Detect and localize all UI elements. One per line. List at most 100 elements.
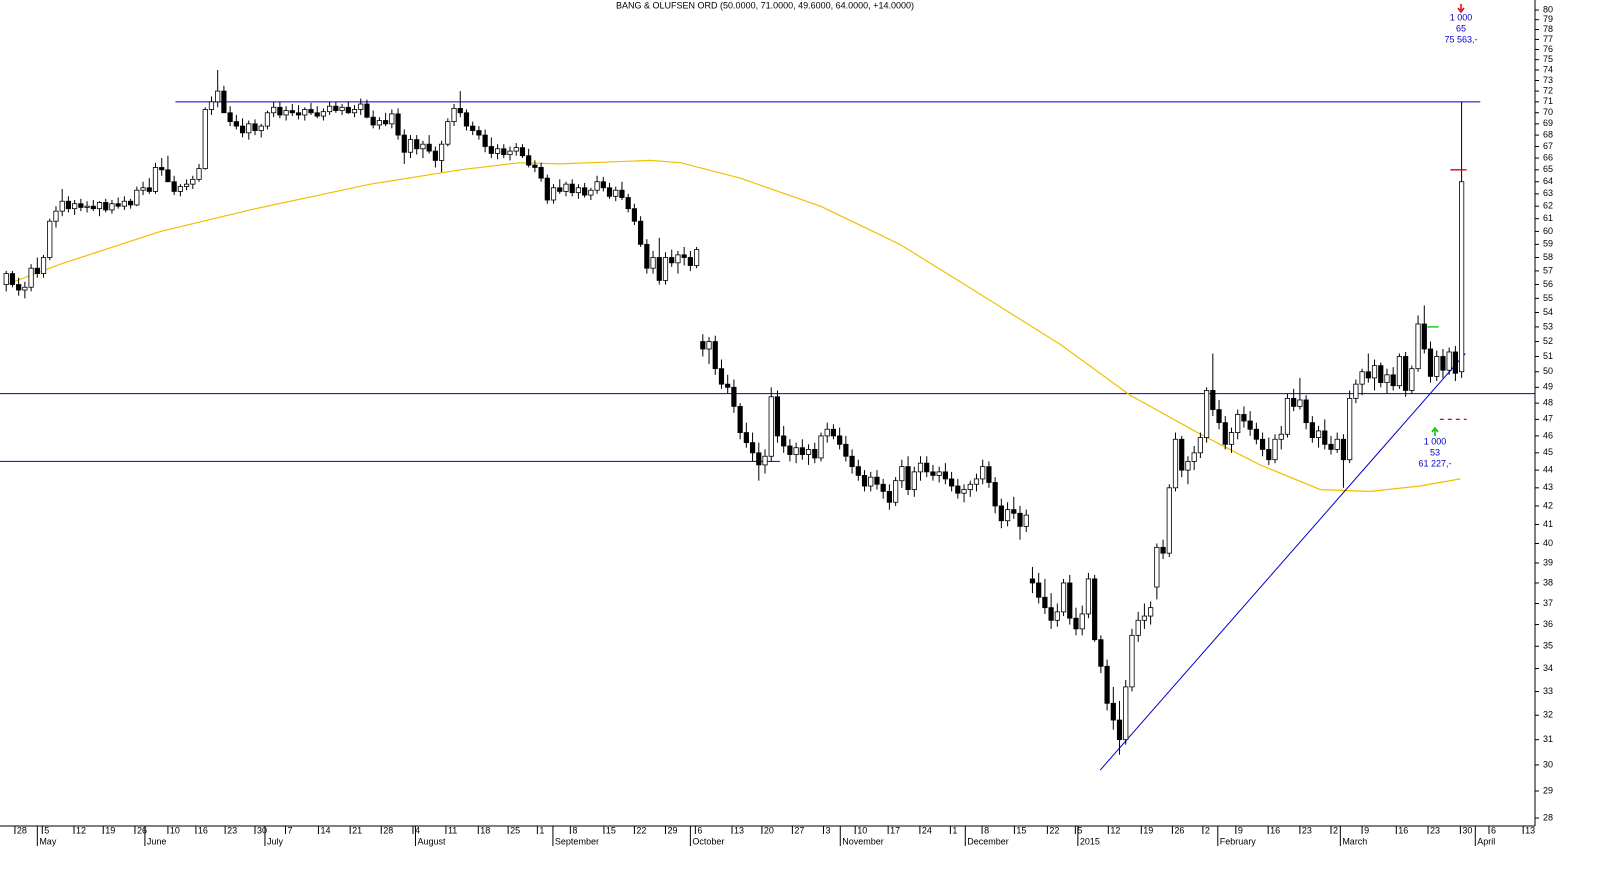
candle-body (327, 105, 333, 113)
candle-body (407, 139, 414, 153)
candle-body (128, 200, 134, 206)
candle-body (961, 489, 967, 494)
y-tick-label: 38 (1543, 577, 1553, 587)
candle-body (582, 187, 588, 196)
candle-body (781, 435, 787, 447)
y-tick-label: 55 (1543, 293, 1553, 303)
x-tick-label: 23 (1430, 825, 1440, 835)
y-tick-label: 29 (1543, 785, 1553, 795)
y-tick-label: 80 (1543, 4, 1553, 14)
candle-body (544, 177, 550, 201)
candle-body (793, 447, 799, 455)
candle-body (861, 474, 868, 487)
x-tick-label: 11 (448, 825, 457, 835)
candle-body (1154, 546, 1160, 588)
candle-body (1172, 438, 1179, 489)
y-tick-label: 36 (1543, 619, 1553, 629)
candle-body (16, 284, 22, 291)
x-tick-label: 6 (697, 825, 702, 835)
candle-body (718, 368, 725, 385)
candle-body (650, 257, 656, 269)
candle-body (1042, 596, 1048, 609)
candle-body (115, 203, 121, 207)
candle-body (687, 257, 693, 266)
y-tick-label: 57 (1543, 265, 1553, 275)
candle-body (588, 189, 594, 196)
candle-body (625, 197, 631, 210)
y-tick-label: 41 (1543, 519, 1553, 529)
x-tick-label: 9 (1238, 825, 1243, 835)
candle-body (1067, 582, 1073, 619)
annotation-text: 65 (1456, 23, 1466, 33)
candle-body (177, 186, 183, 192)
candle-body (1123, 686, 1129, 741)
y-tick-label: 39 (1543, 557, 1553, 567)
y-tick-label: 30 (1543, 759, 1553, 769)
annotation-text: 1 000 (1450, 12, 1473, 22)
x-tick-label: 27 (794, 825, 804, 835)
candle-body (457, 107, 463, 114)
candle-body (383, 120, 389, 125)
y-tick-label: 28 (1543, 812, 1553, 822)
x-tick-label: 19 (105, 825, 115, 835)
x-tick-label: 16 (198, 825, 208, 835)
x-tick-label: 23 (227, 825, 237, 835)
candle-body (1278, 433, 1284, 440)
y-tick-label: 71 (1543, 96, 1553, 106)
candle-body (1347, 397, 1353, 461)
candle-body (706, 341, 712, 350)
candle-body (3, 273, 9, 285)
candle-body (140, 187, 146, 191)
candle-body (1073, 617, 1079, 630)
candle-body (196, 168, 202, 180)
x-tick-label: 1 (539, 825, 544, 835)
candle-body (1452, 351, 1458, 374)
candle-body (1129, 634, 1135, 688)
candle-body (507, 150, 513, 155)
candle-body (1085, 578, 1092, 615)
x-tick-label: 17 (890, 825, 900, 835)
candle-body (1427, 348, 1434, 377)
candle-body (837, 435, 843, 445)
x-tick-label: 26 (1174, 825, 1184, 835)
candle-body (463, 112, 470, 127)
x-tick-label: 26 (137, 825, 147, 835)
candle-body (924, 462, 930, 473)
candle-body (1328, 443, 1334, 450)
candle-body (594, 181, 600, 191)
candle-body (1390, 374, 1396, 387)
candle-body (470, 125, 476, 131)
candle-body (768, 396, 774, 457)
candle-body (414, 139, 420, 150)
candle-body (445, 121, 451, 145)
x-tick-label: 23 (1302, 825, 1312, 835)
x-tick-label: 20 (764, 825, 774, 835)
candle-body (84, 205, 90, 208)
candle-body (1272, 438, 1278, 461)
candle-body (1054, 611, 1060, 621)
candle-body (1210, 390, 1216, 410)
candle-body (756, 452, 762, 466)
candle-body (513, 147, 519, 152)
candle-body (358, 103, 364, 110)
candle-body (1259, 438, 1266, 450)
candle-body (1228, 432, 1235, 445)
y-tick-label: 43 (1543, 482, 1553, 492)
x-tick-label: 29 (667, 825, 677, 835)
candle-body (936, 471, 942, 476)
candle-body (438, 143, 445, 161)
candle-body (942, 471, 948, 480)
candle-body (1191, 452, 1197, 462)
candle-body (1421, 323, 1427, 350)
candle-body (1297, 399, 1303, 407)
candle-body (998, 505, 1004, 522)
y-tick-label: 31 (1543, 734, 1553, 744)
y-tick-label: 45 (1543, 447, 1553, 457)
candle-body (1409, 368, 1415, 391)
candle-body (47, 220, 53, 258)
x-tick-label: 22 (636, 825, 646, 835)
candle-body (96, 202, 103, 210)
candle-body (364, 103, 370, 118)
candle-body (1315, 430, 1322, 438)
candle-body (737, 405, 743, 433)
